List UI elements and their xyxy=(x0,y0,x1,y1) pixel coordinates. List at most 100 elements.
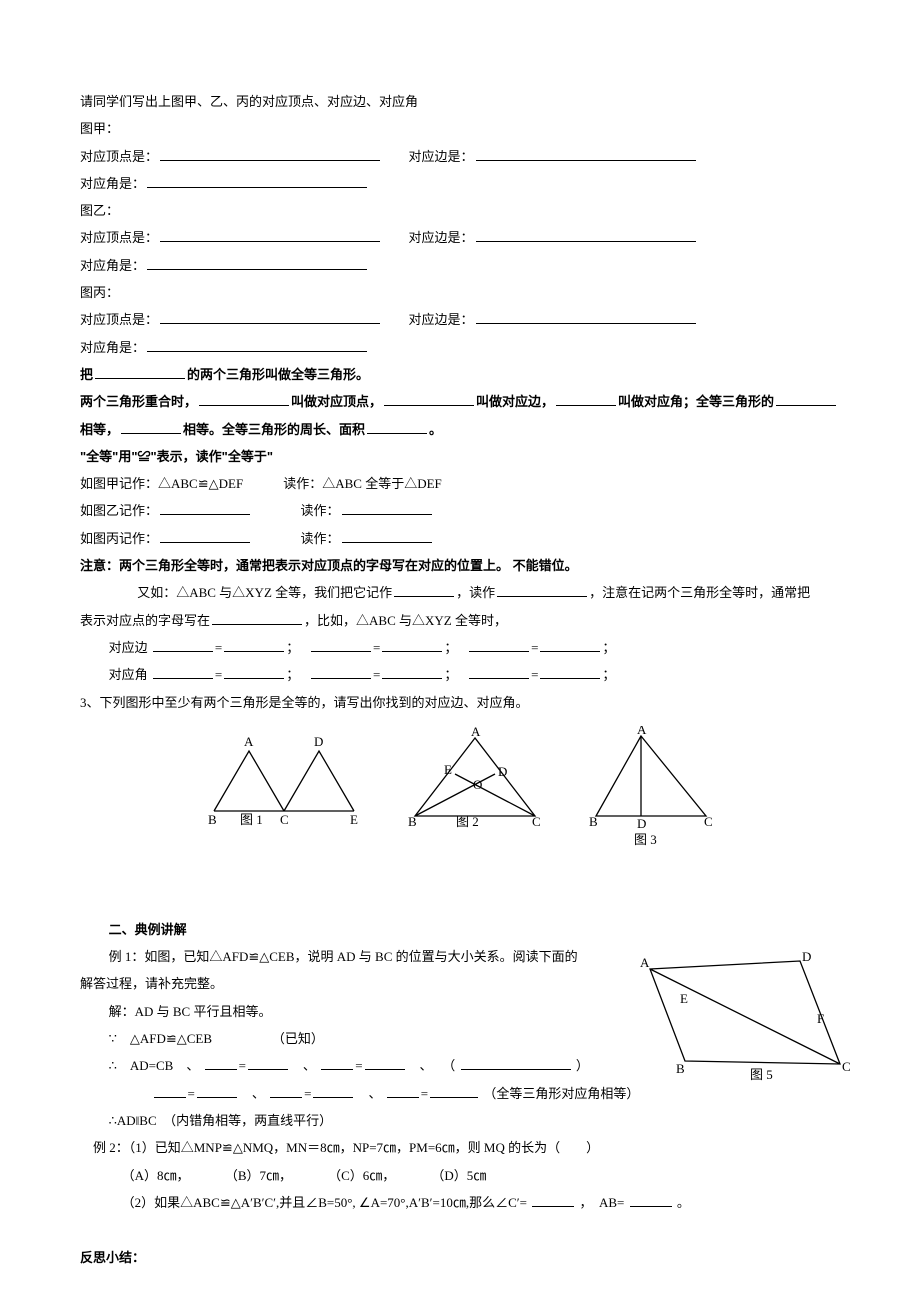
bing-row2: 对应角是： xyxy=(80,334,840,361)
t: ∴ AD=CB 、 xyxy=(109,1058,200,1073)
jia-title: 图甲： xyxy=(80,115,840,142)
t: 叫做对应角；全等三角形的 xyxy=(618,394,774,409)
cap: 图 3 xyxy=(634,832,657,847)
lbl: E xyxy=(444,762,452,777)
t: ，比如，△ABC 与△XYZ 全等时， xyxy=(304,613,507,628)
figure-2: A E D O B C 图 2 xyxy=(400,726,550,846)
figures-row: A D B C E 图 1 A E D O B C 图 2 A B D C 图 … xyxy=(80,726,840,856)
yi-angle-label: 对应角是： xyxy=(80,258,145,273)
section-2-title: 二、典例讲解 xyxy=(80,916,840,943)
t: 读作： xyxy=(301,531,340,546)
t: 相等。全等三角形的周长、面积 xyxy=(183,422,365,437)
blank xyxy=(160,528,250,542)
blank xyxy=(469,638,529,652)
blank xyxy=(121,419,181,433)
opt-c: （C）6㎝， xyxy=(328,1162,428,1189)
lbl: C xyxy=(842,1059,851,1074)
jia-edge-label: 对应边是： xyxy=(409,149,474,164)
definition-line-1: 把 的两个三角形叫做全等三角形。 xyxy=(80,361,840,388)
lbl: A xyxy=(471,726,481,739)
figure-5: A D E F B C 图 5 xyxy=(620,949,860,1089)
opt-a: （A）8㎝， xyxy=(122,1162,222,1189)
jia-vertex-label: 对应顶点是： xyxy=(80,149,158,164)
note-line: 注意：两个三角形全等时，通常把表示对应顶点的字母写在对应的位置上。 不能错位。 xyxy=(80,552,840,579)
blank xyxy=(476,146,696,160)
t: 叫做对应顶点， xyxy=(291,394,382,409)
t: 读作：△ABC 全等于△DEF xyxy=(283,476,442,491)
lbl: D xyxy=(802,949,811,964)
lbl: A xyxy=(640,955,650,970)
yi-vertex-label: 对应顶点是： xyxy=(80,230,158,245)
jia-row2: 对应角是： xyxy=(80,170,840,197)
blank xyxy=(160,310,380,324)
t: 如图乙记作： xyxy=(80,503,158,518)
t: 把 xyxy=(80,367,93,382)
lbl: E xyxy=(680,991,688,1006)
yi-title: 图乙： xyxy=(80,197,840,224)
t: 叫做对应边， xyxy=(476,394,554,409)
intro-text: 请同学们写出上图甲、乙、丙的对应顶点、对应边、对应角 xyxy=(80,88,840,115)
blank xyxy=(461,1056,571,1070)
lbl: B xyxy=(408,814,417,829)
jia-row1: 对应顶点是： 对应边是： xyxy=(80,143,840,170)
blank xyxy=(321,1056,353,1070)
yi-edge-label: 对应边是： xyxy=(409,230,474,245)
t: 。 xyxy=(677,1195,690,1210)
t: 读作： xyxy=(301,503,340,518)
eg-jia: 如图甲记作：△ABC≌△DEF 读作：△ABC 全等于△DEF xyxy=(80,470,840,497)
xyz-para: 又如：△ABC 与△XYZ 全等，我们把它记作，读作，注意在记两个三角形全等时，… xyxy=(80,579,840,634)
t: （ xyxy=(442,1058,455,1073)
blank xyxy=(384,392,474,406)
ex1-l7: ∴AD‖BC （内错角相等，两直线平行） xyxy=(80,1107,840,1134)
eg-bing: 如图丙记作： 读作： xyxy=(80,525,840,552)
t: ） xyxy=(576,1058,589,1073)
blank xyxy=(540,638,600,652)
lbl: D xyxy=(637,816,646,831)
lbl: A xyxy=(637,726,647,737)
cap: 图 1 xyxy=(240,812,263,827)
blank xyxy=(367,419,427,433)
blank xyxy=(224,665,284,679)
lbl: B xyxy=(589,814,598,829)
bing-row1: 对应顶点是： 对应边是： xyxy=(80,306,840,333)
corr-edge-line: 对应边 =； =； =； xyxy=(80,634,840,661)
t: ，读作 xyxy=(456,585,495,600)
t: 的两个三角形叫做全等三角形。 xyxy=(187,367,369,382)
blank xyxy=(147,337,367,351)
blank xyxy=(394,583,454,597)
bing-title: 图丙： xyxy=(80,279,840,306)
blank xyxy=(342,501,432,515)
blank xyxy=(387,1083,419,1097)
figure-3: A B D C 图 3 xyxy=(586,726,716,856)
opt-b: （B）7㎝， xyxy=(225,1162,325,1189)
blank xyxy=(430,1083,478,1097)
t: （全等三角形对应角相等） xyxy=(483,1086,639,1101)
lbl: D xyxy=(314,734,323,749)
blank xyxy=(212,610,302,624)
t: 相等， xyxy=(80,422,119,437)
blank xyxy=(248,1056,288,1070)
ex2-l1: 例 2：（1）已知△MNP≌△NMQ，MN＝8㎝，NP=7㎝，PM=6㎝，则 M… xyxy=(80,1134,840,1161)
t: 对应角 xyxy=(109,667,148,682)
blank xyxy=(147,174,367,188)
blank xyxy=(224,638,284,652)
blank xyxy=(197,1083,237,1097)
blank xyxy=(160,501,250,515)
blank xyxy=(540,665,600,679)
t: 表示对应点的字母写在 xyxy=(80,613,210,628)
lbl: O xyxy=(473,777,482,792)
jia-angle-label: 对应角是： xyxy=(80,176,145,191)
blank xyxy=(342,528,432,542)
blank xyxy=(497,583,587,597)
lbl: A xyxy=(244,734,254,749)
ex2-l2: （2）如果△ABC≌△A′B′C′,并且∠B=50°, ∠A=70°,A′B′=… xyxy=(80,1189,840,1216)
blank xyxy=(270,1083,302,1097)
blank xyxy=(153,665,213,679)
t: 如图丙记作： xyxy=(80,531,158,546)
blank xyxy=(556,392,616,406)
eg-yi: 如图乙记作： 读作： xyxy=(80,497,840,524)
lbl: C xyxy=(704,814,713,829)
corr-angle-line: 对应角 =； =； =； xyxy=(80,661,840,688)
blank xyxy=(630,1193,672,1207)
yi-row1: 对应顶点是： 对应边是： xyxy=(80,224,840,251)
